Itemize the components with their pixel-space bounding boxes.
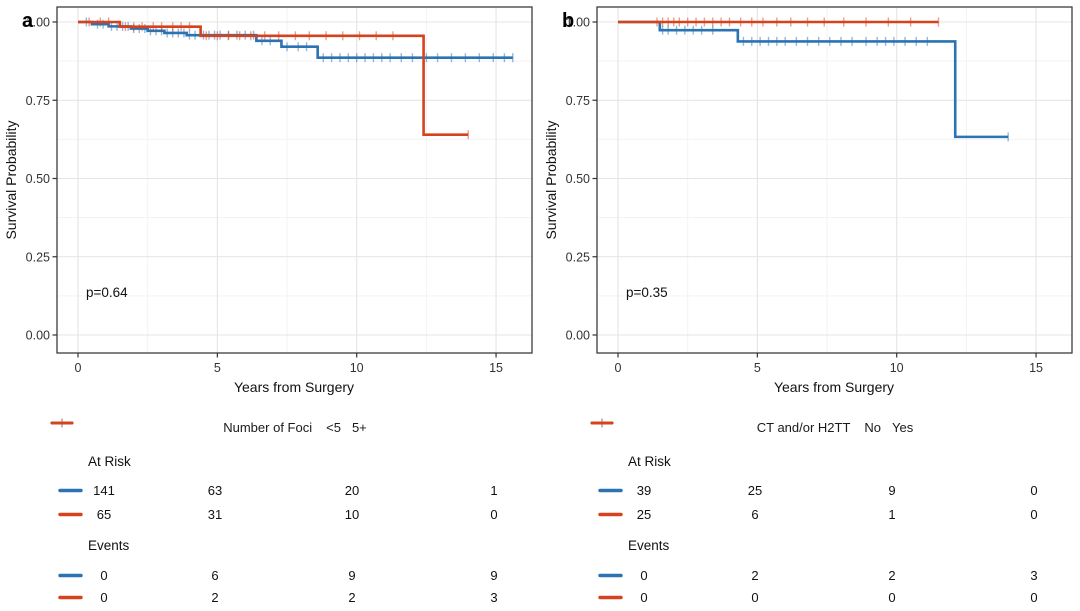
- panel-letter: b: [562, 10, 574, 32]
- y-tick-label: 0.25: [566, 250, 590, 264]
- censor-marks-yes: [656, 17, 940, 27]
- risk-table-value: 0: [640, 568, 647, 583]
- risk-table-value: 3: [490, 590, 497, 605]
- legend: CT and/or H2TT No Yes: [590, 417, 1080, 437]
- panel-letter: a: [22, 10, 34, 32]
- risk-section-label: At Risk: [628, 454, 671, 469]
- legend-key-icon: [50, 418, 74, 428]
- y-tick-label: 0.75: [26, 94, 50, 108]
- x-tick-label: 15: [1029, 361, 1043, 375]
- x-tick-label: 15: [489, 361, 503, 375]
- censor-marks-lt5: [85, 17, 514, 63]
- x-tick-label: 10: [890, 361, 904, 375]
- x-axis-title: Years from Surgery: [774, 379, 894, 395]
- risk-table-value: 2: [751, 568, 758, 583]
- y-tick-label: 0.50: [26, 172, 50, 186]
- legend-entry-no: No: [590, 418, 882, 435]
- km-panel-b: 0 5 10 15 0.00 0.25 0.50 0.75 1.00 Years from Sur…: [540, 0, 1080, 611]
- legend-entry-5plus: 5+: [50, 418, 367, 435]
- legend-entry-label: 5+: [351, 419, 367, 435]
- risk-section-label: Events: [628, 538, 670, 553]
- plot-area: [597, 7, 1072, 353]
- risk-table-value: 1: [490, 483, 497, 498]
- y-tick-label: 1.00: [566, 16, 590, 30]
- risk-table-value: 2: [888, 568, 895, 583]
- risk-table: At Risk 141 63 20 1 65 31 10 0 Events 0 6 9 9 0 2 2 3: [58, 454, 498, 605]
- risk-table-value: 9: [490, 568, 497, 583]
- risk-table-value: 0: [640, 590, 647, 605]
- risk-table-value: 25: [637, 507, 651, 522]
- legend-entry-label: Yes: [892, 419, 914, 435]
- y-tick-label: 1.00: [26, 16, 50, 30]
- risk-table-value: 0: [100, 590, 107, 605]
- risk-table-value: 2: [211, 590, 218, 605]
- y-axis-title: Survival Probability: [543, 120, 559, 239]
- risk-table-value: 0: [1030, 507, 1037, 522]
- x-tick-label: 5: [214, 361, 221, 375]
- plot-border: [596, 6, 1073, 354]
- y-tick-label: 0.25: [26, 250, 50, 264]
- risk-table-value: 0: [751, 590, 758, 605]
- plot-border: [56, 6, 533, 354]
- risk-table-value: 31: [208, 507, 222, 522]
- plot-area: [57, 7, 532, 353]
- x-tick-label: 10: [350, 361, 364, 375]
- risk-table-value: 0: [888, 590, 895, 605]
- legend-entry-label: <5: [326, 419, 341, 435]
- legend: Number of Foci <5 5+: [50, 417, 540, 437]
- risk-table-value: 0: [100, 568, 107, 583]
- legend-entry-label: No: [864, 419, 882, 435]
- y-axis-title: Survival Probability: [3, 120, 19, 239]
- p-value-label: p=0.64: [86, 285, 128, 300]
- y-tick-label: 0.00: [566, 329, 590, 343]
- y-tick-label: 0.50: [566, 172, 590, 186]
- legend-key-icon: [590, 418, 614, 428]
- risk-table-value: 9: [348, 568, 355, 583]
- x-tick-label: 5: [754, 361, 761, 375]
- x-axis-title: Years from Surgery: [234, 379, 354, 395]
- risk-table-value: 6: [751, 507, 758, 522]
- censor-marks-no: [661, 25, 1009, 142]
- risk-table-value: 6: [211, 568, 218, 583]
- risk-table-value: 10: [345, 507, 359, 522]
- km-panel-a: 0 5 10 15 0.00 0.25 0.50 0.75 1.00 Years from Sur…: [3, 6, 540, 605]
- risk-section-label: Events: [88, 538, 130, 553]
- risk-table-value: 0: [1030, 483, 1037, 498]
- legend-title: Number of Foci: [223, 419, 313, 435]
- legend-entry-yes: Yes: [590, 418, 914, 435]
- risk-table-value: 3: [1030, 568, 1037, 583]
- x-tick-label: 0: [75, 361, 82, 375]
- y-tick-label: 0.00: [26, 329, 50, 343]
- risk-table-value: 0: [1030, 590, 1037, 605]
- legend-title: CT and/or H2TT: [756, 419, 851, 435]
- survival-curve-5plus: [78, 20, 469, 136]
- risk-table-value: 1: [888, 507, 895, 522]
- risk-table-value: 0: [490, 507, 497, 522]
- risk-table: At Risk 39 25 9 0 25 6 1 0 Events 0 2 2 3 0 0 0 0: [598, 454, 1038, 605]
- risk-table-value: 20: [345, 483, 359, 498]
- risk-table-value: 39: [637, 483, 651, 498]
- risk-table-value: 9: [888, 483, 895, 498]
- legend-entry-lt5: <5: [50, 418, 341, 435]
- x-tick-label: 0: [615, 361, 622, 375]
- risk-table-value: 65: [97, 507, 111, 522]
- censor-marks-5plus: [88, 17, 469, 140]
- risk-table-value: 25: [748, 483, 762, 498]
- risk-table-value: 63: [208, 483, 222, 498]
- p-value-label: p=0.35: [626, 285, 668, 300]
- y-tick-label: 0.75: [566, 94, 590, 108]
- survival-curve-no: [618, 20, 1009, 139]
- risk-table-value: 2: [348, 590, 355, 605]
- risk-section-label: At Risk: [88, 454, 131, 469]
- risk-table-value: 141: [93, 483, 115, 498]
